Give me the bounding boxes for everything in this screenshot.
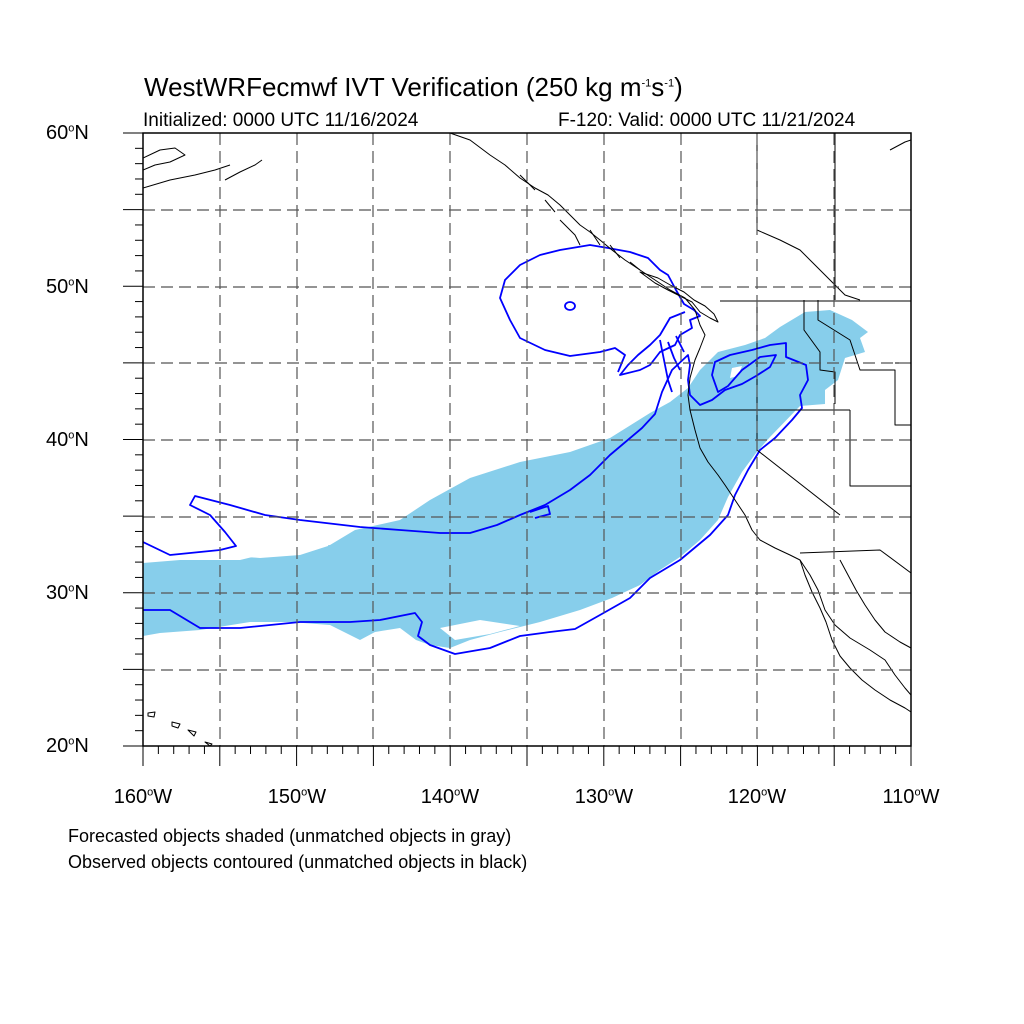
lat-label-60: 60oN bbox=[46, 122, 89, 144]
lon-label-150w: 150oW bbox=[267, 786, 327, 808]
lon-label-110w: 110oW bbox=[882, 786, 940, 808]
observed-ivt-contour-coast bbox=[659, 335, 685, 393]
map-title: WestWRFecmwf IVT Verification (250 kg m-… bbox=[144, 72, 683, 103]
title-exponent-1: -1 bbox=[641, 77, 652, 90]
title-text: WestWRFecmwf IVT Verification (250 kg m bbox=[144, 72, 642, 102]
lon-label-140w: 140oW bbox=[420, 786, 480, 808]
coastline-hawaii bbox=[147, 711, 213, 746]
axis-ticks bbox=[123, 132, 912, 766]
coastline-lakes bbox=[756, 139, 911, 301]
lon-label-130w: 130oW bbox=[574, 786, 634, 808]
lon-label-160w: 160oW bbox=[113, 786, 173, 808]
lat-label-40: 40oN bbox=[46, 429, 89, 451]
footer-observed-note: Observed objects contoured (unmatched ob… bbox=[68, 852, 528, 872]
observed-ivt-contour-north bbox=[499, 244, 701, 376]
lat-lon-grid bbox=[143, 133, 911, 746]
title-exponent-2: -1 bbox=[664, 77, 675, 90]
observed-ivt-contour-tail bbox=[529, 505, 551, 519]
coastline-bc-inlets bbox=[519, 174, 641, 271]
observed-ivt-contour-main bbox=[143, 342, 809, 655]
lat-label-30: 30oN bbox=[46, 582, 89, 604]
lat-label-20: 20oN bbox=[46, 735, 89, 757]
title-unit-s: s bbox=[651, 72, 665, 102]
observed-ivt-contour-small bbox=[564, 301, 576, 311]
initialized-label: Initialized: 0000 UTC 11/16/2024 bbox=[143, 110, 419, 131]
lon-label-120w: 120oW bbox=[727, 786, 787, 808]
lat-label-50: 50oN bbox=[46, 276, 89, 298]
forecast-gap-inland bbox=[730, 366, 742, 378]
coastline-aleutians bbox=[143, 147, 263, 189]
forecast-ivt-object bbox=[143, 310, 868, 648]
forecast-gap-south bbox=[440, 620, 520, 640]
coastline-vancouver-island bbox=[639, 271, 719, 323]
footer-forecast-note: Forecasted objects shaded (unmatched obj… bbox=[68, 826, 512, 846]
title-close: ) bbox=[674, 72, 683, 102]
coastline-baja bbox=[799, 559, 911, 713]
valid-time-label: F-120: Valid: 0000 UTC 11/21/2024 bbox=[558, 110, 856, 131]
